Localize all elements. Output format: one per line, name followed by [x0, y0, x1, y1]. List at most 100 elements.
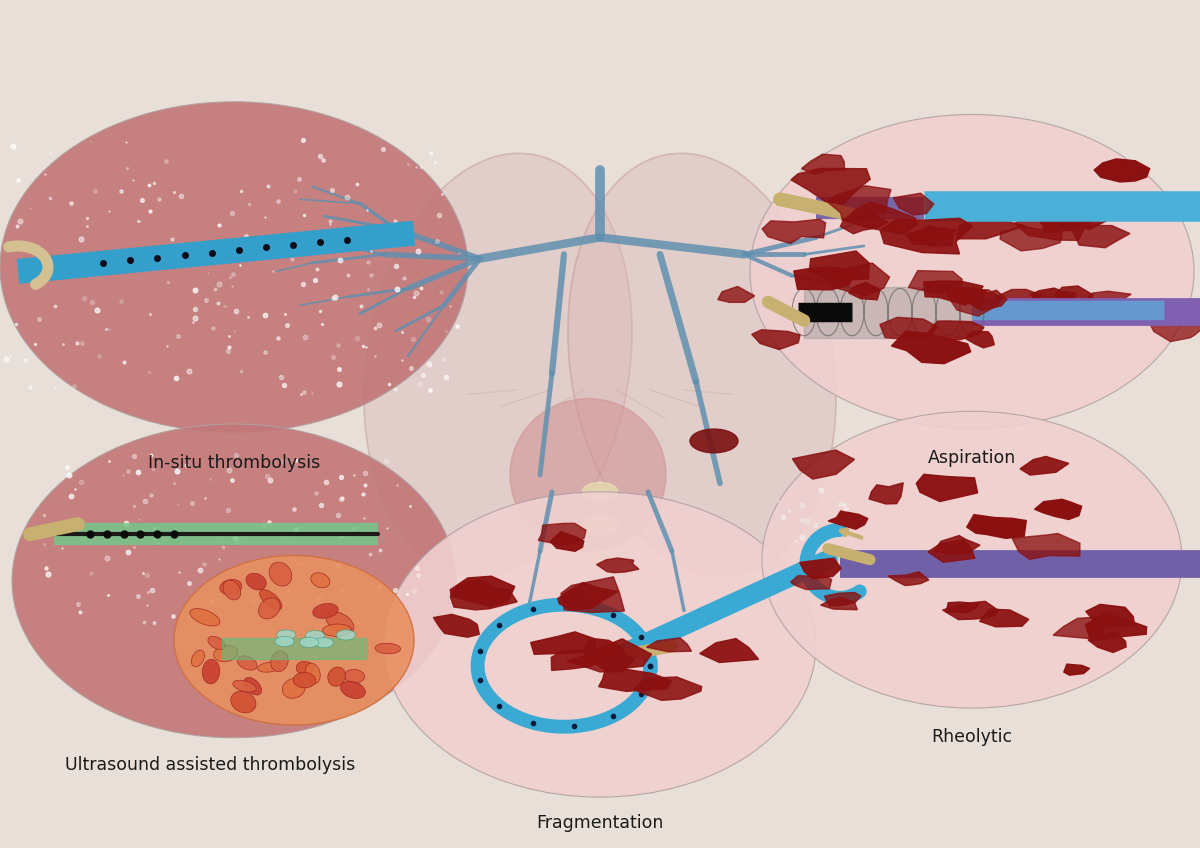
Ellipse shape	[341, 681, 365, 699]
Polygon shape	[1025, 203, 1094, 232]
Polygon shape	[599, 667, 672, 691]
Ellipse shape	[582, 516, 618, 535]
Text: In-situ thrombolysis: In-situ thrombolysis	[148, 454, 320, 471]
Polygon shape	[539, 523, 586, 545]
Polygon shape	[1054, 617, 1110, 639]
Polygon shape	[947, 287, 986, 305]
Circle shape	[0, 102, 468, 432]
Polygon shape	[1087, 291, 1132, 304]
Ellipse shape	[282, 678, 305, 698]
Ellipse shape	[259, 589, 282, 610]
Polygon shape	[906, 226, 956, 244]
Polygon shape	[928, 321, 984, 340]
Ellipse shape	[326, 611, 354, 633]
Ellipse shape	[510, 399, 666, 551]
Ellipse shape	[311, 572, 330, 588]
Polygon shape	[635, 677, 702, 700]
Polygon shape	[450, 577, 515, 606]
Polygon shape	[751, 330, 800, 349]
Ellipse shape	[258, 661, 282, 672]
Polygon shape	[966, 332, 995, 348]
Circle shape	[12, 424, 456, 738]
Ellipse shape	[220, 579, 242, 594]
Polygon shape	[869, 483, 904, 504]
Polygon shape	[794, 267, 857, 290]
Ellipse shape	[313, 604, 338, 618]
Polygon shape	[934, 535, 980, 554]
Polygon shape	[824, 593, 860, 606]
Polygon shape	[995, 289, 1042, 308]
Polygon shape	[433, 614, 479, 637]
Ellipse shape	[328, 667, 346, 686]
Polygon shape	[551, 532, 583, 551]
Ellipse shape	[190, 609, 220, 626]
Text: Ultrasound assisted thrombolysis: Ultrasound assisted thrombolysis	[65, 756, 355, 774]
Polygon shape	[1066, 205, 1110, 230]
Polygon shape	[828, 511, 868, 529]
Polygon shape	[948, 290, 1002, 316]
Ellipse shape	[293, 672, 316, 688]
Ellipse shape	[300, 637, 319, 647]
Polygon shape	[551, 650, 598, 671]
Ellipse shape	[271, 651, 288, 672]
Polygon shape	[888, 572, 929, 585]
Ellipse shape	[233, 680, 257, 692]
Ellipse shape	[275, 636, 294, 646]
Ellipse shape	[323, 624, 352, 636]
Ellipse shape	[203, 660, 220, 683]
Polygon shape	[596, 558, 638, 572]
Polygon shape	[908, 271, 962, 293]
Polygon shape	[1070, 226, 1130, 248]
Polygon shape	[1086, 605, 1135, 628]
Polygon shape	[911, 228, 953, 246]
Polygon shape	[700, 639, 758, 662]
Polygon shape	[762, 220, 826, 243]
Polygon shape	[928, 539, 976, 562]
Ellipse shape	[690, 429, 738, 453]
Polygon shape	[1020, 456, 1069, 475]
Polygon shape	[827, 186, 892, 220]
Polygon shape	[967, 515, 1026, 538]
Polygon shape	[880, 218, 972, 254]
Ellipse shape	[305, 663, 320, 683]
Polygon shape	[1006, 301, 1040, 314]
Polygon shape	[943, 601, 998, 620]
Polygon shape	[892, 332, 971, 364]
Ellipse shape	[238, 656, 257, 670]
Text: Rheolytic: Rheolytic	[931, 728, 1013, 745]
Ellipse shape	[376, 644, 401, 654]
Ellipse shape	[230, 691, 256, 713]
Polygon shape	[844, 202, 917, 234]
Polygon shape	[791, 169, 870, 204]
Polygon shape	[893, 193, 934, 215]
Polygon shape	[647, 638, 691, 652]
Polygon shape	[840, 215, 888, 234]
Ellipse shape	[191, 650, 204, 667]
Polygon shape	[792, 450, 854, 479]
Text: Fragmentation: Fragmentation	[536, 814, 664, 832]
Polygon shape	[584, 639, 652, 670]
Ellipse shape	[306, 630, 325, 640]
Ellipse shape	[582, 483, 618, 501]
Polygon shape	[967, 290, 1007, 310]
Text: Aspiration: Aspiration	[928, 449, 1016, 467]
Polygon shape	[848, 282, 880, 300]
Polygon shape	[924, 281, 983, 305]
Circle shape	[750, 114, 1194, 428]
Polygon shape	[1055, 286, 1093, 305]
Ellipse shape	[277, 630, 296, 640]
Polygon shape	[880, 317, 937, 339]
Ellipse shape	[582, 618, 618, 637]
Polygon shape	[1064, 664, 1090, 675]
Polygon shape	[946, 602, 979, 612]
Polygon shape	[1014, 215, 1087, 240]
Polygon shape	[1034, 499, 1081, 520]
Polygon shape	[1088, 632, 1126, 652]
Polygon shape	[1094, 159, 1150, 182]
Polygon shape	[821, 597, 857, 610]
Polygon shape	[802, 154, 845, 174]
Polygon shape	[718, 287, 755, 303]
Ellipse shape	[244, 678, 262, 695]
Ellipse shape	[364, 153, 632, 576]
Ellipse shape	[582, 550, 618, 569]
